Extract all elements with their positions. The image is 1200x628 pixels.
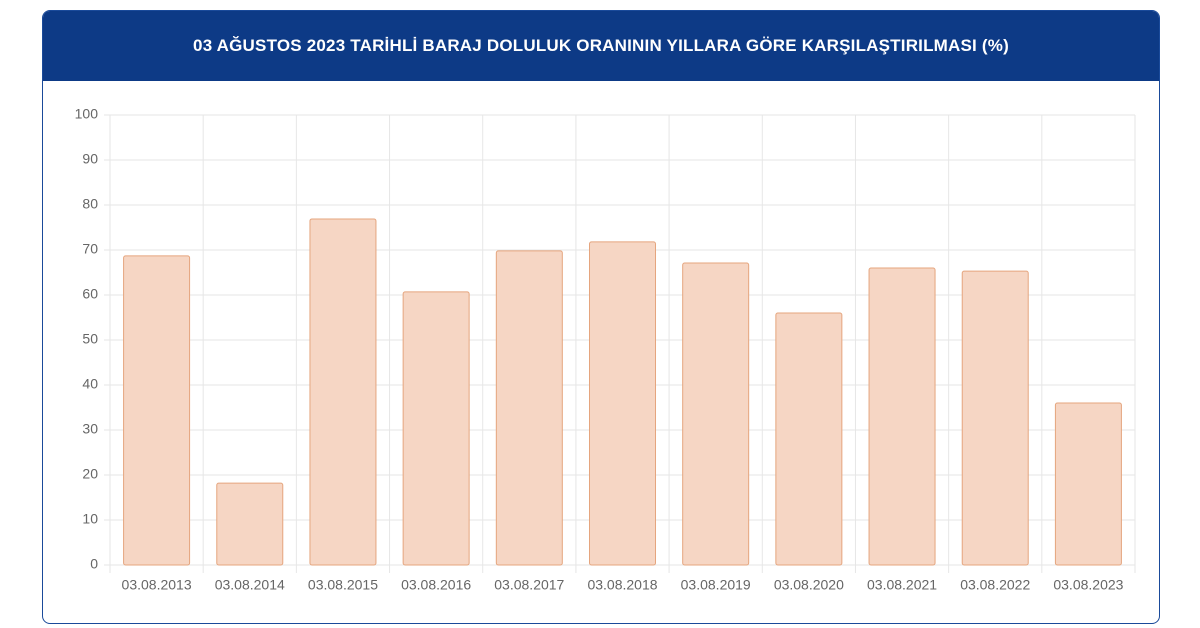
bar: [309, 218, 377, 566]
chart-title: 03 AĞUSTOS 2023 TARİHLİ BARAJ DOLULUK OR…: [43, 11, 1159, 81]
x-tick-label: 03.08.2017: [494, 577, 564, 593]
y-tick-label: 60: [82, 286, 98, 302]
bar: [682, 262, 750, 566]
y-tick-label: 0: [90, 556, 98, 572]
x-tick-label: 03.08.2016: [401, 577, 471, 593]
bar: [775, 312, 843, 566]
x-tick-label: 03.08.2021: [867, 577, 937, 593]
y-tick-label: 40: [82, 376, 98, 392]
x-tick-label: 03.08.2018: [587, 577, 657, 593]
y-tick-label: 30: [82, 421, 98, 437]
x-tick-label: 03.08.2013: [122, 577, 192, 593]
bar: [868, 267, 936, 566]
bar: [1054, 402, 1122, 566]
y-tick-label: 80: [82, 196, 98, 212]
x-tick-label: 03.08.2015: [308, 577, 378, 593]
x-tick-label: 03.08.2023: [1053, 577, 1123, 593]
y-tick-label: 10: [82, 511, 98, 527]
bar: [961, 270, 1029, 566]
bar: [495, 250, 563, 566]
y-tick-label: 70: [82, 241, 98, 257]
y-tick-label: 50: [82, 331, 98, 347]
x-tick-label: 03.08.2014: [215, 577, 285, 593]
x-tick-label: 03.08.2020: [774, 577, 844, 593]
x-tick-label: 03.08.2019: [681, 577, 751, 593]
bar: [402, 291, 470, 566]
y-tick-label: 100: [75, 106, 99, 122]
x-tick-label: 03.08.2022: [960, 577, 1030, 593]
bar: [123, 255, 191, 566]
y-tick-label: 20: [82, 466, 98, 482]
bar: [589, 241, 656, 566]
y-tick-label: 90: [82, 151, 98, 167]
bar: [216, 482, 284, 566]
